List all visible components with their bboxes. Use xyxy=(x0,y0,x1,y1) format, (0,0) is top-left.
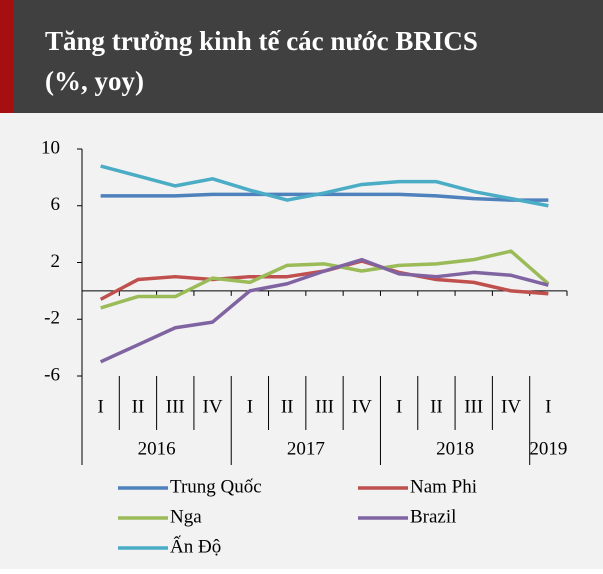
chart-title: Tăng trưởng kinh tế các nước BRICS xyxy=(45,26,478,56)
x-tick-label: I xyxy=(97,396,103,417)
legend-label: Ấn Độ xyxy=(170,535,221,557)
header xyxy=(0,0,603,113)
series-line xyxy=(100,249,550,310)
legend-label: Nga xyxy=(170,506,202,527)
series-line xyxy=(100,164,549,208)
x-tick-label: I xyxy=(396,396,402,417)
y-tick-label: -2 xyxy=(44,308,60,329)
legend-label: Trung Quốc xyxy=(170,476,262,497)
year-label: 2017 xyxy=(287,438,325,459)
year-label: 2018 xyxy=(436,438,474,459)
legend-label: Brazil xyxy=(410,506,456,527)
x-tick-label: I xyxy=(545,396,551,417)
x-tick-label: III xyxy=(166,396,185,417)
x-tick-label: I xyxy=(247,396,253,417)
year-label: 2019 xyxy=(529,438,567,459)
series-line xyxy=(99,257,549,364)
y-tick-label: -6 xyxy=(44,364,60,385)
x-tick-label: II xyxy=(281,396,294,417)
y-tick-label: 2 xyxy=(51,251,61,272)
y-tick-label: 10 xyxy=(41,137,60,158)
x-tick-label: IV xyxy=(352,396,372,417)
chart-title: (%, yoy) xyxy=(45,66,144,96)
x-tick-label: IV xyxy=(203,396,223,417)
x-tick-label: IV xyxy=(501,396,521,417)
x-tick-label: II xyxy=(132,396,145,417)
year-label: 2016 xyxy=(138,438,176,459)
legend-label: Nam Phi xyxy=(410,476,477,497)
x-tick-label: II xyxy=(430,396,443,417)
header-stripe xyxy=(0,0,13,113)
x-tick-label: III xyxy=(464,396,483,417)
y-tick-label: 6 xyxy=(51,194,61,215)
x-tick-label: III xyxy=(315,396,334,417)
